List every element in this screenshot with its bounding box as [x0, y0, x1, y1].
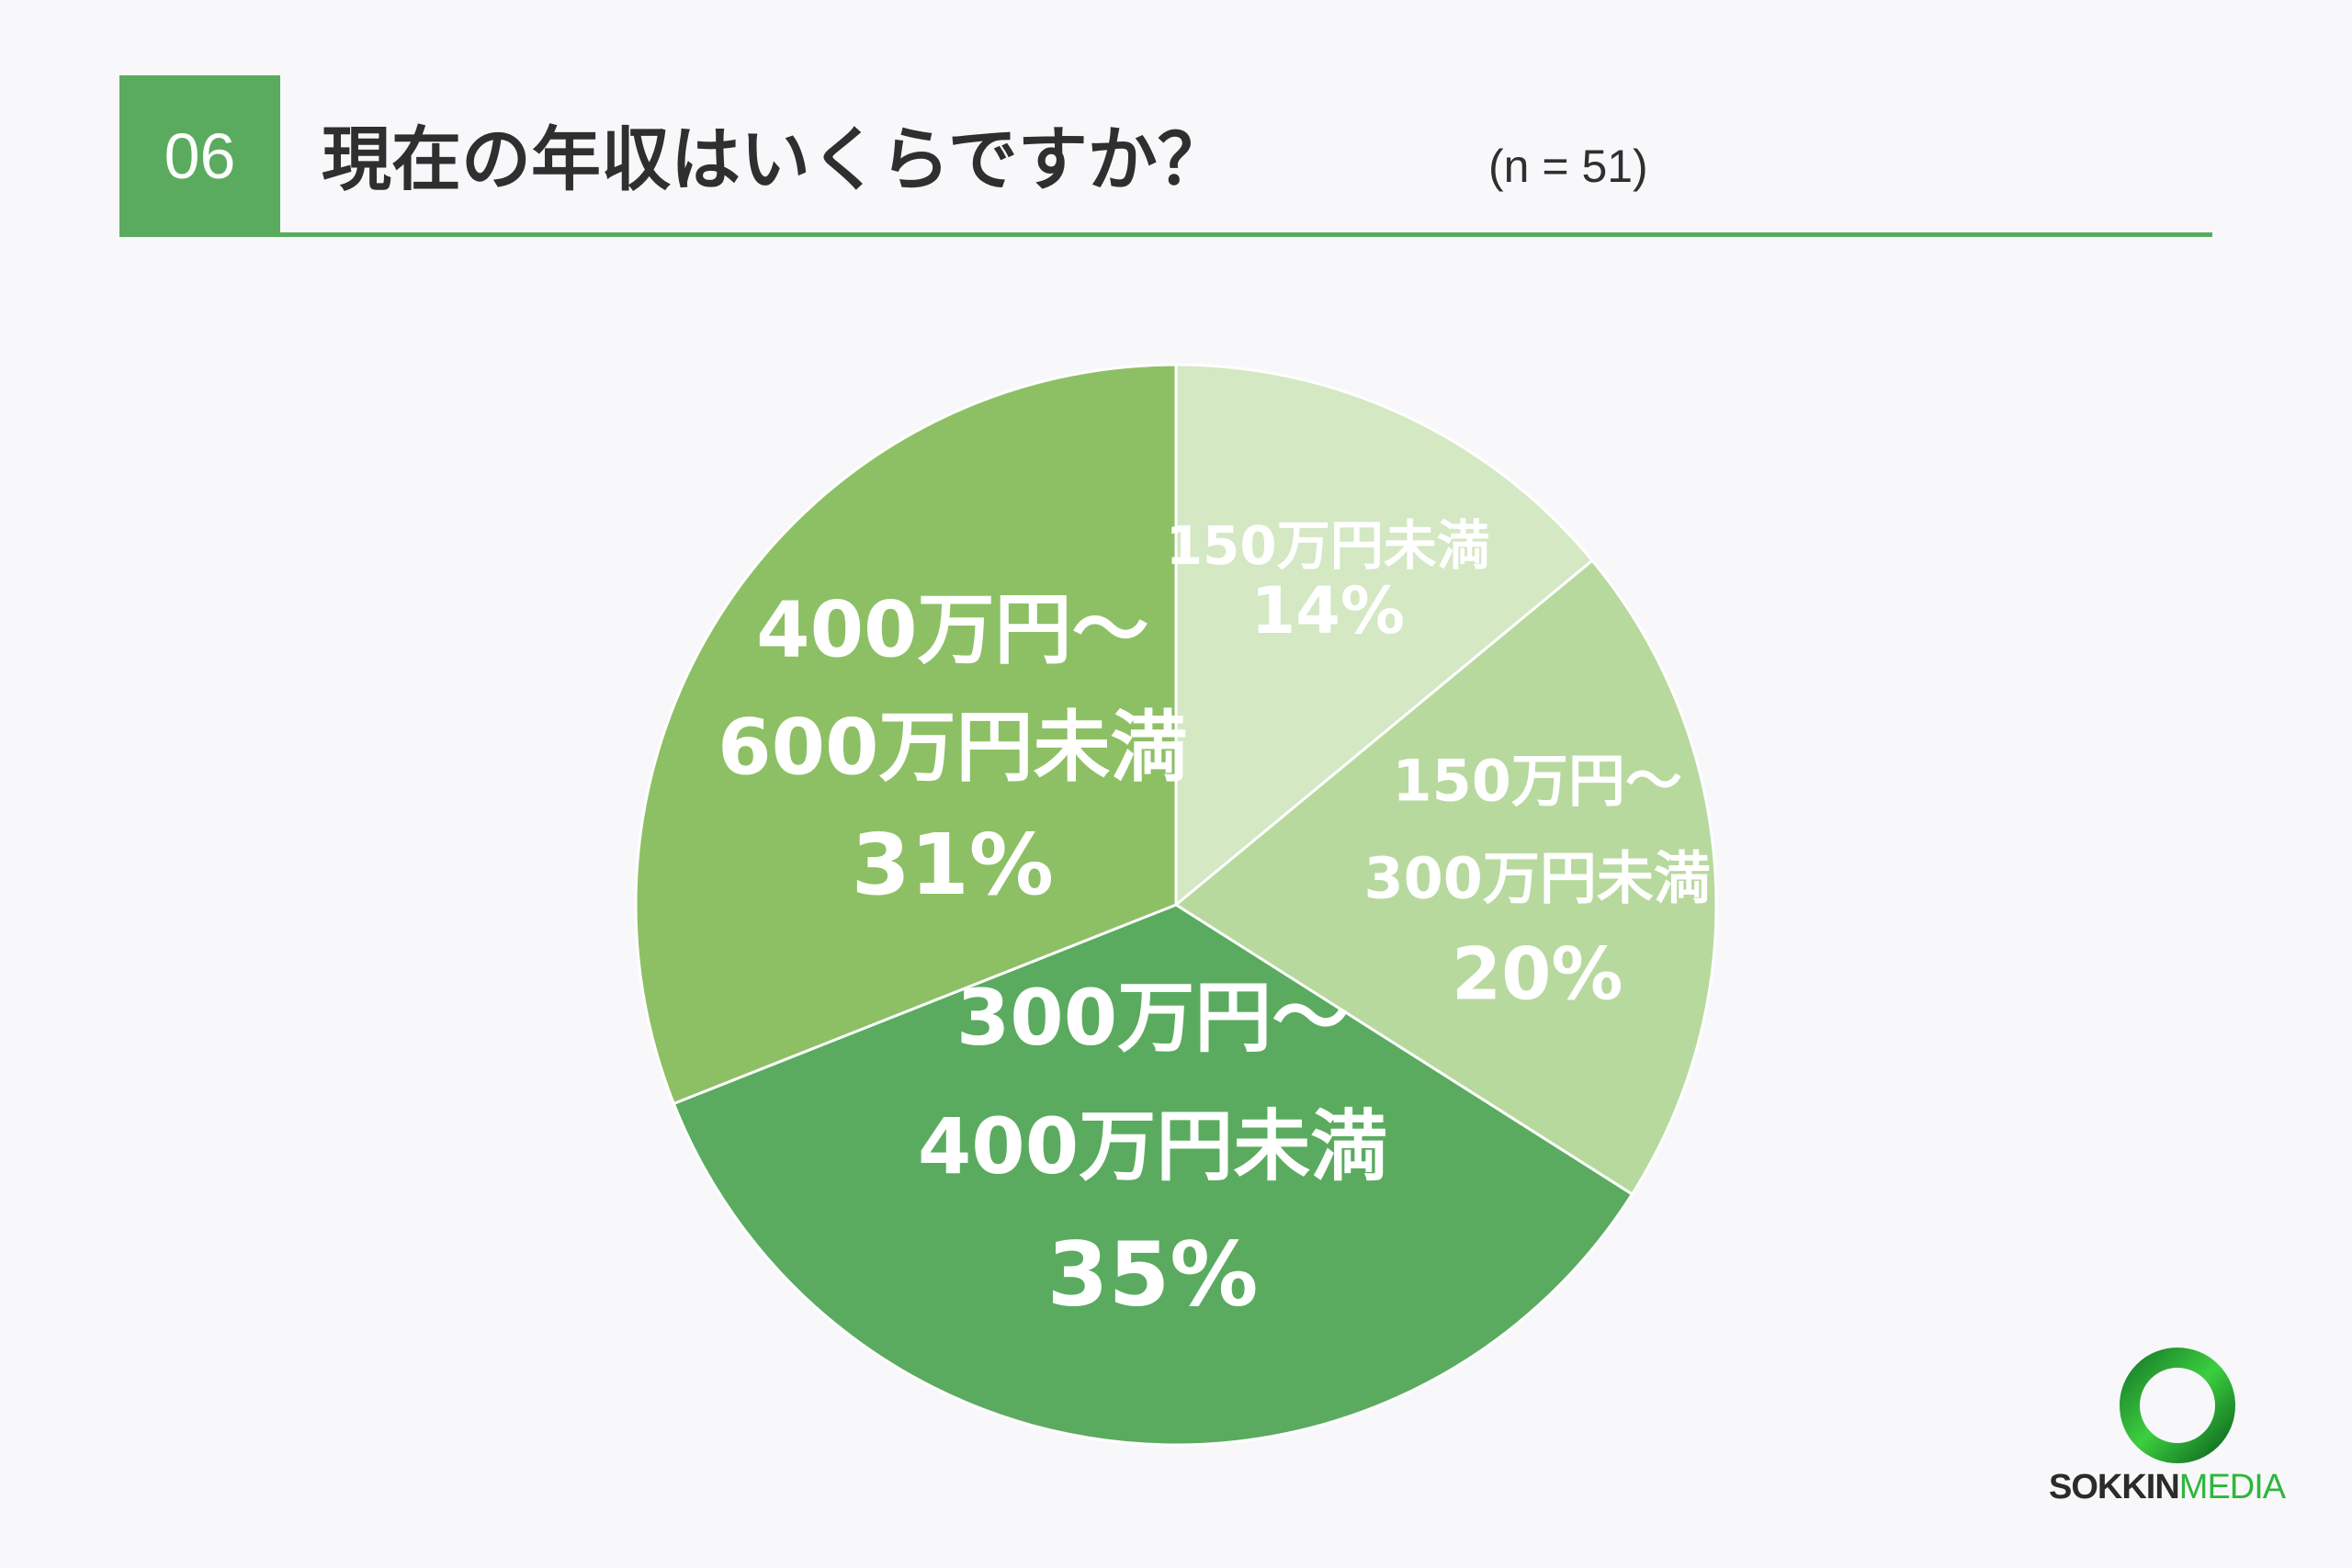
- slice-category-label: 400万円未満: [918, 1101, 1387, 1191]
- pie-slice-4: [634, 363, 1178, 1106]
- question-number-badge: 06: [119, 75, 280, 236]
- pie-slice-2: [1173, 558, 1718, 1197]
- pie-slice-label-4: 400万円～ 600万円未満 31%: [718, 585, 1187, 914]
- slice-value-label: 14%: [1250, 573, 1405, 649]
- pie-slice-3: [672, 903, 1634, 1447]
- logo-wordmark: SOKKINMEDIA: [2049, 1468, 2286, 1507]
- slice-category-label: 150万円～: [1392, 747, 1681, 814]
- slice-value-label: 31%: [852, 816, 1054, 914]
- header-underline: [119, 232, 2212, 237]
- slice-value-label: 20%: [1452, 934, 1623, 1017]
- pie-slice-label-3: 300万円～ 400万円未満 35%: [918, 973, 1387, 1325]
- logo-text-light: MEDIA: [2178, 1468, 2286, 1506]
- slice-category-label: 300万円未満: [1363, 844, 1710, 911]
- page-title: 現在の年収はいくらですか？: [322, 118, 1227, 200]
- header: 06 現在の年収はいくらですか？ (n = 51): [0, 0, 2352, 248]
- pie-slice-1: [1174, 363, 1595, 908]
- sokkin-media-logo: SOKKINMEDIA: [2040, 1332, 2315, 1516]
- slice-category-label: 400万円～: [756, 585, 1148, 675]
- pie-slice-label-2: 150万円～ 300万円未満 20%: [1363, 747, 1710, 1016]
- logo-ring-icon: [2120, 1348, 2235, 1463]
- slice-category-label: 600万円未満: [718, 703, 1187, 793]
- pie-slice-label-1: 150万円未満 14%: [1166, 514, 1490, 649]
- slice-value-label: 35%: [1047, 1224, 1259, 1326]
- slice-category-label: 150万円未満: [1166, 514, 1490, 577]
- sample-size-label: (n = 51): [1488, 141, 1648, 192]
- slice-category-label: 300万円～: [956, 973, 1349, 1063]
- logo-text-bold: SOKKIN: [2049, 1468, 2180, 1506]
